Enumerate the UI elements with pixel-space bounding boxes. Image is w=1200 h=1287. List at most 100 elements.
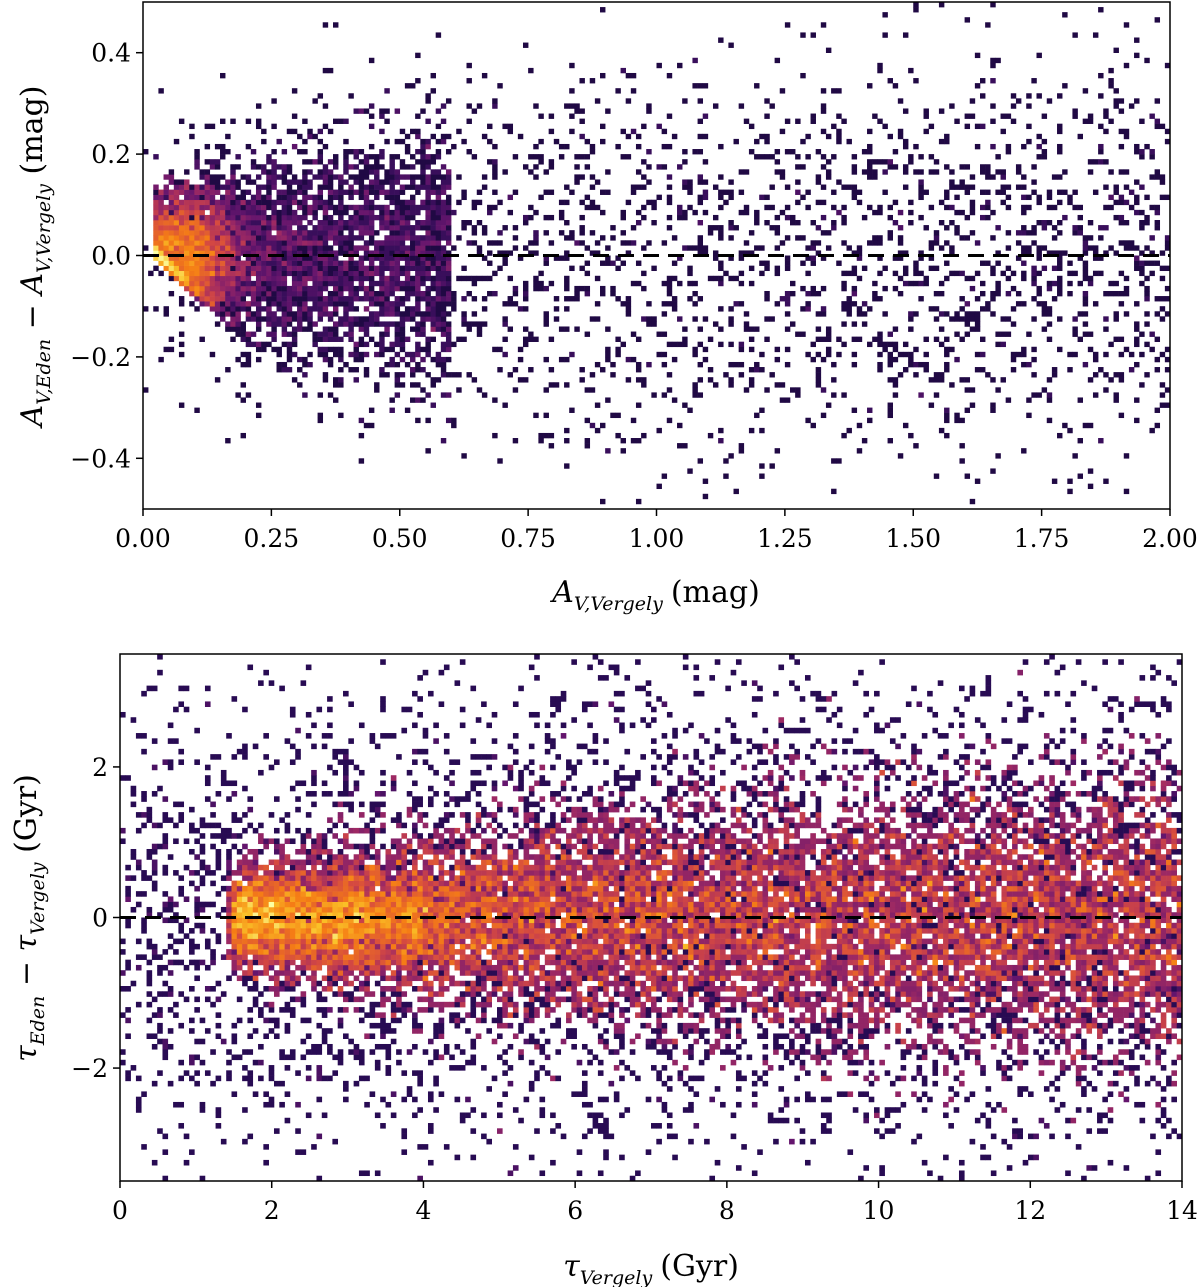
heatmap-cell <box>897 275 904 282</box>
heatmap-cell <box>214 296 221 302</box>
heatmap-cell <box>784 118 791 124</box>
heatmap-cell <box>887 133 893 140</box>
heatmap-cell <box>815 311 822 317</box>
heatmap-cell <box>445 341 452 348</box>
heatmap-cell <box>512 235 519 241</box>
heatmap-cell <box>492 164 498 170</box>
heatmap-cell <box>389 240 395 246</box>
heatmap-cell <box>220 255 226 261</box>
heatmap-cell <box>327 280 334 287</box>
heatmap-cell <box>687 280 693 287</box>
heatmap-cell <box>1154 118 1161 124</box>
heatmap-cell <box>286 341 293 348</box>
heatmap-cell <box>1046 250 1053 256</box>
heatmap-cell <box>305 1112 312 1119</box>
heatmap-cell <box>394 270 401 277</box>
heatmap-cell <box>178 184 185 190</box>
heatmap-cell <box>810 285 816 292</box>
heatmap-cell <box>805 204 811 211</box>
heatmap-cell <box>730 1059 737 1066</box>
heatmap-cell <box>333 346 339 353</box>
heatmap-cell <box>363 341 370 348</box>
heatmap-cell <box>748 326 755 332</box>
heatmap-cell <box>908 154 914 160</box>
heatmap-cell <box>157 1028 163 1034</box>
heatmap-cell <box>897 235 904 241</box>
heatmap-cell <box>1134 321 1140 327</box>
heatmap-cell <box>214 199 221 206</box>
heatmap-cell <box>502 316 508 322</box>
heatmap-cell <box>661 1080 668 1087</box>
heatmap-cell <box>661 1065 668 1071</box>
heatmap-cell <box>440 164 447 170</box>
heatmap-cell <box>863 1112 870 1119</box>
heatmap-cell <box>538 138 544 145</box>
heatmap-cell <box>1128 240 1135 246</box>
heatmap-cell <box>953 1028 960 1034</box>
heatmap-cell <box>440 220 447 226</box>
heatmap-cell <box>571 1028 577 1034</box>
heatmap-cell <box>425 270 431 277</box>
heatmap-cell <box>178 1123 185 1129</box>
heatmap-cell <box>641 377 647 383</box>
heatmap-cell <box>574 174 580 180</box>
heatmap-cell <box>897 209 904 216</box>
heatmap-cell <box>630 438 637 444</box>
heatmap-cell <box>327 194 334 201</box>
heatmap-cell <box>445 209 452 216</box>
heatmap-cell <box>1159 194 1166 201</box>
heatmap-cell <box>762 1059 769 1066</box>
heatmap-cell <box>404 296 411 302</box>
heatmap-cell <box>466 62 472 69</box>
heatmap-cell <box>305 1017 312 1024</box>
heatmap-cell <box>933 473 940 479</box>
heatmap-cell <box>255 316 262 322</box>
heatmap-cell <box>615 88 621 94</box>
heatmap-cell <box>902 32 909 38</box>
heatmap-cell <box>720 1101 726 1108</box>
heatmap-cell <box>384 220 390 226</box>
heatmap-cell <box>502 255 508 261</box>
heatmap-cell <box>1123 240 1130 246</box>
heatmap-cell <box>841 321 847 327</box>
heatmap-cell <box>317 280 324 287</box>
heatmap-cell <box>543 311 549 317</box>
heatmap-cell <box>661 1028 668 1034</box>
heatmap-cell <box>410 184 416 190</box>
heatmap-cell <box>420 321 426 327</box>
heatmap-cell <box>343 149 349 155</box>
heatmap-cell <box>225 275 231 282</box>
heatmap-cell <box>369 1033 376 1040</box>
heatmap-cell <box>394 154 401 160</box>
heatmap-cell <box>1015 255 1022 261</box>
heatmap-cell <box>199 1101 206 1108</box>
heatmap-cell <box>1118 108 1125 114</box>
heatmap-cell <box>317 194 324 201</box>
heatmap-cell <box>528 204 534 211</box>
heatmap-cell <box>214 189 221 195</box>
heatmap-cell <box>990 1043 997 1050</box>
heatmap-cell <box>795 392 801 398</box>
heatmap-cell <box>220 245 226 251</box>
heatmap-cell <box>613 1096 620 1103</box>
heatmap-cell <box>230 209 236 216</box>
heatmap-cell <box>487 250 493 256</box>
heatmap-cell <box>682 402 688 408</box>
heatmap-cell <box>887 361 893 368</box>
heatmap-cell <box>183 1070 190 1076</box>
heatmap-cell <box>189 240 195 246</box>
heatmap-cell <box>615 412 621 419</box>
heatmap-cell <box>581 1012 588 1018</box>
heatmap-cell <box>322 164 329 170</box>
heatmap-cell <box>928 245 935 251</box>
heatmap-cell <box>492 432 498 439</box>
heatmap-cell <box>916 1070 923 1076</box>
heatmap-cell <box>1017 1033 1023 1040</box>
heatmap-cell <box>646 321 652 327</box>
heatmap-cell <box>435 326 442 332</box>
heatmap-cell <box>990 1133 997 1140</box>
heatmap-cell <box>958 1080 965 1087</box>
heatmap-cell <box>247 1075 254 1082</box>
heatmap-cell <box>363 321 370 327</box>
heatmap-cell <box>430 326 436 332</box>
